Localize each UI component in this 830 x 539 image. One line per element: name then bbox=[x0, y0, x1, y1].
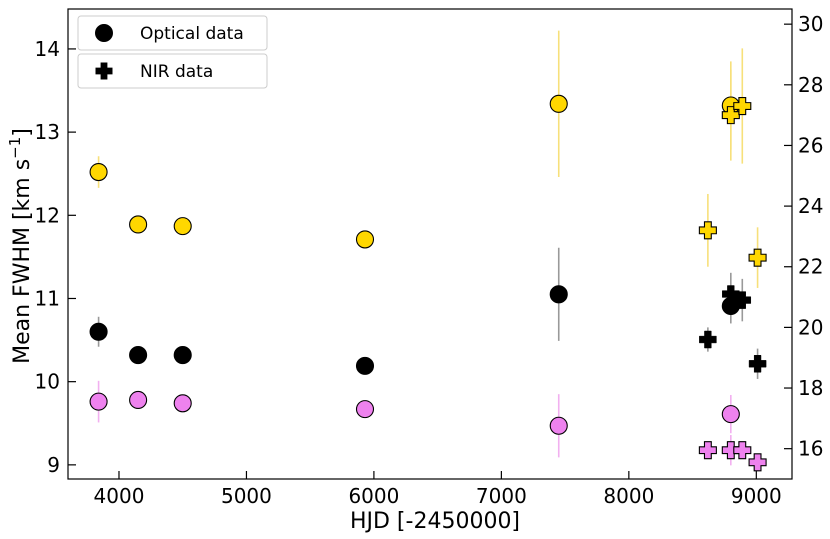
legend: Optical data NIR data bbox=[77, 15, 268, 89]
data-point bbox=[89, 162, 108, 182]
y-right-tick-label: 22 bbox=[798, 255, 823, 279]
legend-marker-plus bbox=[95, 62, 113, 80]
y-right-tick-label: 16 bbox=[798, 437, 823, 461]
data-point bbox=[173, 217, 192, 236]
x-tick-label: 6000 bbox=[348, 484, 399, 508]
y-left-tick-label: 11 bbox=[35, 286, 60, 310]
y-right-tick-label: 28 bbox=[798, 73, 823, 97]
plot-area bbox=[89, 30, 767, 472]
data-point bbox=[173, 346, 192, 365]
data-point bbox=[721, 106, 740, 125]
data-point bbox=[355, 400, 375, 419]
data-point bbox=[733, 441, 752, 460]
plot-frame bbox=[67, 8, 793, 480]
data-point bbox=[89, 322, 108, 341]
x-tick-label: 5000 bbox=[221, 484, 272, 508]
data-point bbox=[89, 392, 108, 411]
data-point bbox=[355, 230, 375, 249]
legend-box bbox=[77, 15, 268, 51]
data-point bbox=[699, 330, 717, 349]
legend-box bbox=[77, 53, 268, 89]
data-point bbox=[549, 416, 568, 435]
data-point bbox=[698, 441, 717, 460]
data-point bbox=[173, 394, 192, 413]
y-left-tick-label: 14 bbox=[35, 37, 60, 61]
y-axis-title: Mean FWHM [km s−1] bbox=[6, 128, 35, 364]
y-right-tick-label: 24 bbox=[798, 194, 823, 218]
data-point bbox=[355, 356, 375, 375]
data-point bbox=[549, 94, 568, 113]
data-point bbox=[129, 346, 148, 365]
data-point bbox=[748, 355, 767, 373]
legend-label: Optical data bbox=[140, 24, 244, 44]
x-tick-label: 9000 bbox=[731, 484, 782, 508]
y-right-tick-label: 26 bbox=[798, 133, 823, 157]
x-axis-title: HJD [-2450000] bbox=[350, 509, 520, 534]
y-right-tick-label: 20 bbox=[798, 315, 823, 339]
data-point bbox=[129, 390, 148, 410]
y-left-tick-label: 9 bbox=[47, 453, 60, 477]
y-right-tick-label: 18 bbox=[798, 376, 823, 400]
x-tick-label: 7000 bbox=[476, 484, 527, 508]
y-axis-title-close: ] bbox=[10, 128, 35, 137]
data-point bbox=[733, 96, 752, 116]
legend-label: NIR data bbox=[140, 62, 213, 82]
y-left-tick-label: 13 bbox=[35, 120, 60, 144]
data-point bbox=[698, 221, 717, 240]
x-tick-label: 8000 bbox=[603, 484, 654, 508]
y-axis-title-main: Mean FWHM [km s bbox=[10, 159, 35, 364]
data-point bbox=[748, 248, 767, 267]
y-right-tick-label: 30 bbox=[798, 12, 823, 36]
y-left-tick-label: 12 bbox=[35, 203, 60, 227]
x-tick-label: 4000 bbox=[94, 484, 145, 508]
data-point bbox=[721, 405, 740, 424]
data-point bbox=[733, 291, 752, 309]
y-axis-title-sup: −1 bbox=[6, 137, 24, 159]
legend-marker-circle bbox=[95, 24, 113, 42]
y-left-tick-label: 10 bbox=[35, 370, 60, 394]
data-point bbox=[748, 453, 767, 472]
data-point bbox=[129, 215, 148, 234]
axes: 4000 5000 6000 7000 8000 9000 9 10 11 12 13 14 16 18 2… bbox=[6, 8, 823, 534]
data-point bbox=[549, 285, 568, 304]
